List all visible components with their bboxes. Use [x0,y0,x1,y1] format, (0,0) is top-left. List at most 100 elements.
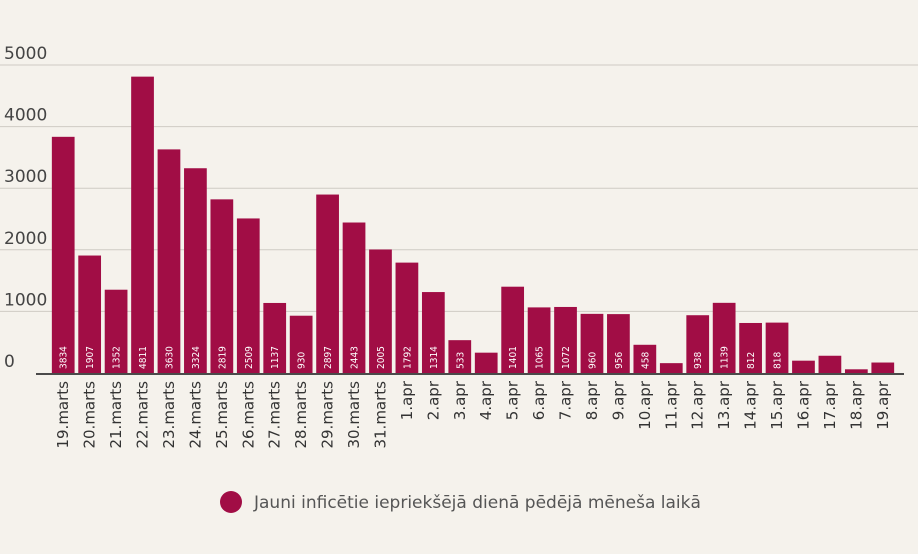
x-tick-label: 7.apr [557,380,575,420]
x-tick-label: 3.apr [451,380,469,420]
x-tick-label: 17.apr [821,380,839,430]
x-tick-label: 4.apr [477,380,495,420]
bar [686,315,710,373]
x-tick-label: 27.marts [266,381,284,449]
bar [739,322,762,373]
bar-value-label: 938 [693,352,704,369]
x-tick-label: 1.apr [398,380,416,420]
bar [448,340,472,373]
bar-value-label: 2005 [376,346,387,369]
bar [554,306,577,373]
x-tick-label: 18.apr [847,380,865,430]
bar-value-label: 458 [640,352,651,369]
x-tick-label: 16.apr [794,380,812,430]
bar-value-label: 3834 [59,346,70,369]
y-tick-label: 5000 [4,44,47,64]
bar [792,360,815,373]
bar-value-label: 1907 [85,346,96,369]
y-axis-ticks: 0 1000 2000 3000 4000 5000 [4,44,47,372]
bar-value-label: 812 [746,352,757,369]
x-tick-label: 22.marts [134,381,152,449]
x-tick-label: 15.apr [768,380,786,430]
bar-value-labels: 3834 1907 1352 4811 3630 3324 2819 2509 1137 930 2… [59,346,784,369]
bar [342,222,366,373]
x-tick-label: 31.marts [371,381,389,449]
bar [131,76,154,374]
bar [289,315,313,373]
bar [712,302,736,373]
bar-value-label: 533 [455,352,466,369]
x-tick-label: 26.marts [239,381,257,449]
bar-value-label: 1314 [429,346,440,369]
y-tick-label: 2000 [4,229,47,249]
bar [421,292,445,373]
x-tick-label: 9.apr [609,380,627,420]
bar [395,262,419,373]
x-tick-label: 19.marts [54,381,72,449]
bars [51,76,895,374]
bar [210,199,234,373]
x-tick-label: 6.apr [530,380,548,420]
bar-value-label: 1792 [402,346,413,369]
bar [316,194,339,373]
y-tick-label: 4000 [4,106,47,126]
x-tick-label: 13.apr [715,380,733,430]
x-tick-label: 28.marts [292,381,310,449]
bar-value-label: 1352 [112,346,123,369]
legend-marker [220,491,242,513]
x-tick-label: 14.apr [742,380,760,430]
bar [580,313,604,373]
x-axis-ticks: 19.marts 20.marts 21.marts 22.marts 23.marts… [54,380,892,448]
x-tick-label: 11.apr [662,380,680,430]
bar [236,218,260,373]
y-tick-label: 0 [4,352,15,372]
bar [157,149,181,373]
x-tick-label: 29.marts [319,381,337,449]
bar-value-label: 1139 [720,346,731,369]
bar [844,369,868,373]
bar-value-label: 960 [587,352,598,369]
bar [607,314,630,373]
x-tick-label: 19.apr [874,380,892,430]
x-tick-label: 12.apr [689,380,707,430]
bar-value-label: 3630 [164,346,175,369]
x-tick-label: 10.apr [636,380,654,430]
x-tick-label: 5.apr [504,380,522,420]
bar-value-label: 1137 [270,346,281,369]
legend: Jauni inficētie iepriekšējā dienā pēdējā… [220,491,701,513]
x-tick-label: 2.apr [424,380,442,420]
bar-value-label: 2819 [217,346,228,369]
bar [659,363,683,373]
bar-value-label: 1401 [508,346,519,369]
y-tick-label: 1000 [4,290,47,310]
bar [104,289,128,373]
bar [501,286,525,373]
bar [871,362,895,373]
x-tick-label: 24.marts [186,381,204,449]
bar [369,249,392,373]
y-tick-label: 3000 [4,167,47,187]
bar-value-label: 1065 [535,346,546,369]
bar-value-label: 956 [614,352,625,369]
bar-value-label: 3324 [191,346,202,369]
bar-value-label: 2897 [323,346,334,369]
bar [78,255,102,373]
bar-value-label: 818 [773,352,784,369]
bar [474,352,498,373]
bar-value-label: 2509 [244,346,255,369]
x-tick-label: 21.marts [107,381,125,449]
bar-value-label: 4811 [138,346,149,369]
bar [184,168,207,373]
bar-value-label: 1072 [561,346,572,369]
x-tick-label: 30.marts [345,381,363,449]
x-tick-label: 23.marts [160,381,178,449]
bar-value-label: 2443 [350,346,361,369]
legend-label: Jauni inficētie iepriekšējā dienā pēdējā… [253,493,701,513]
bar [765,322,789,373]
x-tick-label: 25.marts [213,381,231,449]
bar-value-label: 930 [297,352,308,369]
bar [263,302,287,373]
x-tick-label: 8.apr [583,380,601,420]
